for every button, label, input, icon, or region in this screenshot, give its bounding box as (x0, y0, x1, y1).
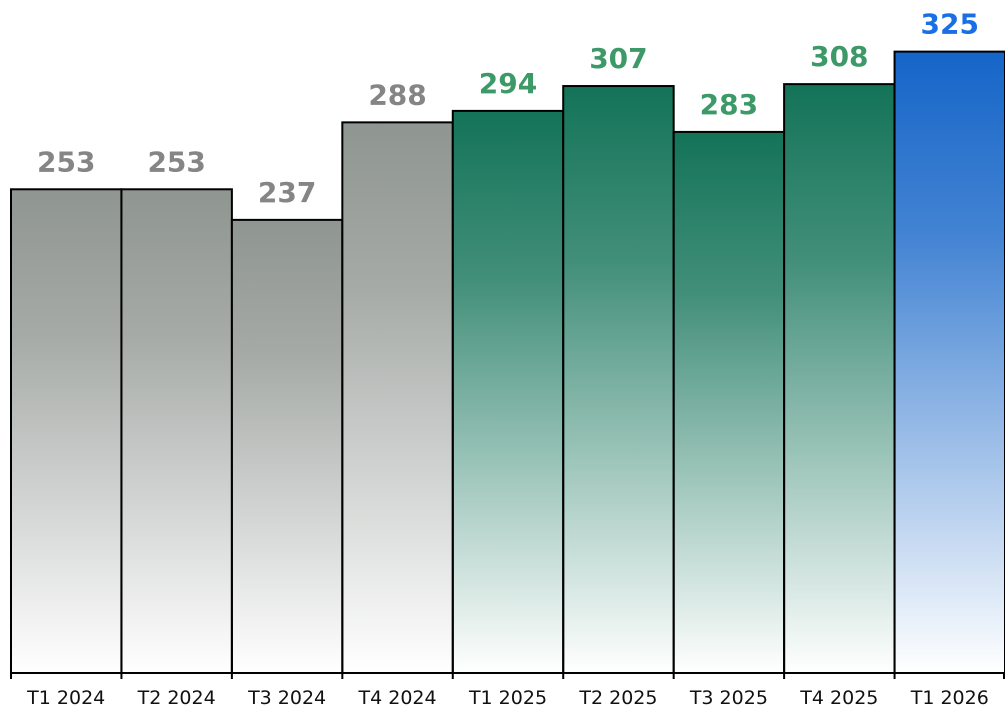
value-label: 237 (258, 176, 316, 209)
value-label: 288 (368, 78, 426, 111)
value-label: 325 (921, 8, 979, 41)
bar (230, 218, 344, 674)
bar (120, 188, 233, 674)
bar (893, 50, 1005, 675)
x-tick-label: T3 2025 (689, 687, 768, 709)
bar (451, 109, 565, 675)
value-label: 253 (37, 145, 95, 178)
x-tick-label: T1 2025 (468, 687, 547, 709)
value-label: 283 (700, 88, 758, 121)
value-label: 307 (589, 42, 647, 75)
value-label: 308 (810, 40, 868, 73)
x-tick-label: T1 2024 (26, 687, 105, 709)
x-tick-label: T3 2024 (247, 687, 326, 709)
bar (341, 121, 454, 674)
x-tick-label: T2 2025 (578, 687, 657, 709)
bar (672, 130, 786, 675)
x-tick-label: T4 2024 (358, 687, 437, 709)
value-label: 294 (479, 67, 537, 100)
bar (10, 188, 123, 674)
x-tick-label: T1 2026 (910, 687, 989, 709)
bar (562, 85, 675, 675)
bar (783, 83, 896, 674)
value-label: 253 (147, 145, 205, 178)
x-tick-label: T2 2024 (137, 687, 216, 709)
x-tick-label: T4 2025 (799, 687, 878, 709)
